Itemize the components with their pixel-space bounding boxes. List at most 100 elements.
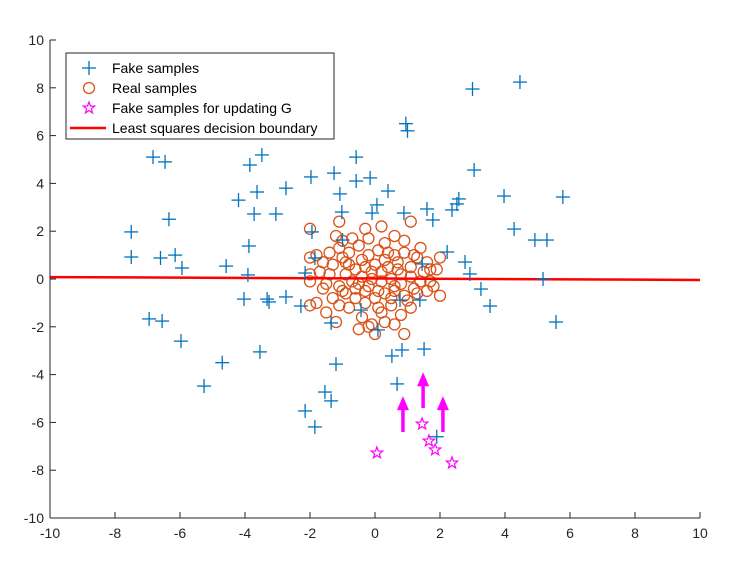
legend-label-boundary: Least squares decision boundary — [112, 120, 317, 136]
fake-sample-point — [240, 267, 255, 282]
fake-sample-point — [412, 293, 427, 308]
y-tick-label: 6 — [36, 128, 44, 144]
real-sample-point — [433, 251, 447, 264]
update-sample-star — [427, 442, 443, 457]
fake-sample-point — [298, 266, 313, 281]
real-sample-point — [372, 284, 385, 298]
real-sample-point — [329, 315, 343, 329]
update-sample-star — [414, 416, 430, 431]
fake-sample-point — [420, 201, 434, 216]
x-tick-label: -6 — [174, 525, 187, 541]
real-sample-point — [333, 299, 346, 312]
fake-sample-point — [219, 259, 234, 274]
real-sample-point — [388, 280, 401, 293]
fake-sample-point — [467, 163, 482, 178]
fake-sample-point — [393, 293, 408, 308]
fake-sample-point — [168, 248, 183, 263]
x-tick-label: 0 — [371, 525, 379, 541]
real-sample-point — [398, 234, 411, 247]
x-tick-label: 4 — [501, 525, 509, 541]
real-sample-point — [352, 239, 365, 252]
real-sample-point — [411, 287, 424, 300]
real-sample-point — [336, 251, 349, 264]
x-tick-label: -2 — [304, 525, 317, 541]
fake-sample-point — [215, 355, 230, 370]
real-sample-point — [333, 215, 346, 228]
y-tick-label: -8 — [32, 462, 45, 478]
fake-sample-point — [307, 419, 322, 434]
real-sample-point — [398, 327, 411, 341]
real-sample-point — [414, 241, 427, 255]
y-tick-label: -10 — [24, 510, 44, 526]
fake-sample-point — [429, 429, 444, 444]
real-sample-point — [323, 246, 336, 259]
y-tick-label: 0 — [36, 271, 44, 287]
legend-marker-star — [81, 100, 97, 115]
fake-sample-point — [262, 294, 277, 309]
y-tick-label: -4 — [32, 367, 45, 383]
fake-sample-point — [417, 342, 432, 357]
fake-sample-point — [278, 289, 293, 304]
real-sample-point — [404, 260, 417, 274]
fake-sample-point — [507, 222, 522, 237]
real-sample-point — [316, 282, 330, 295]
update-sample-star — [369, 445, 385, 460]
y-tick-label: 2 — [36, 223, 44, 239]
update-sample-star — [421, 433, 437, 448]
fake-sample-point — [354, 303, 369, 318]
fake-sample-point — [332, 186, 347, 201]
fake-sample-point — [536, 272, 551, 286]
fake-sample-point — [158, 154, 173, 169]
fake-sample-point — [465, 81, 480, 96]
legend-marker-fake — [82, 61, 96, 75]
decision-boundary-line — [49, 275, 701, 282]
x-tick-label: 6 — [566, 525, 574, 541]
fake-sample-point — [473, 282, 488, 297]
fake-sample-point — [462, 266, 477, 281]
real-sample-point — [329, 229, 343, 243]
fake-sample-point — [153, 250, 168, 265]
fake-sample-point — [369, 197, 384, 212]
fake-sample-point — [124, 224, 139, 239]
fake-sample-point — [396, 206, 411, 221]
real-sample-point — [407, 248, 421, 262]
fake-sample-point — [303, 169, 318, 184]
fake-sample-point — [555, 190, 570, 205]
fake-sample-point — [512, 75, 527, 90]
fake-sample-point — [440, 244, 455, 259]
fake-sample-point — [324, 315, 339, 330]
fake-sample-point — [390, 376, 405, 391]
update-direction-arrow — [396, 396, 409, 432]
real-sample-point — [362, 320, 375, 333]
fake-sample-point — [384, 348, 399, 363]
fake-sample-point — [174, 261, 189, 276]
y-tick-label: 8 — [36, 80, 44, 96]
fake-sample-point — [349, 150, 364, 165]
fake-sample-point — [365, 206, 380, 221]
update-direction-arrow — [417, 372, 430, 409]
fake-sample-point — [268, 206, 283, 221]
real-sample-point — [375, 220, 388, 233]
x-tick-label: -4 — [239, 525, 252, 541]
fake-sample-point — [307, 250, 322, 265]
fake-sample-point — [250, 185, 265, 200]
fake-sample-point — [304, 224, 319, 239]
fake-sample-point — [317, 385, 332, 400]
fake-sample-point — [161, 212, 176, 227]
fake-sample-point — [549, 315, 564, 330]
fake-sample-point — [527, 233, 542, 248]
real-sample-point — [346, 232, 359, 245]
x-tick-label: 10 — [692, 525, 708, 541]
real-sample-point — [391, 256, 404, 269]
real-sample-point — [310, 248, 323, 262]
fake-sample-point — [381, 184, 395, 199]
fake-sample-point — [252, 344, 267, 359]
fake-sample-point — [298, 403, 313, 418]
fake-sample-point — [237, 292, 252, 307]
fake-sample-point — [370, 322, 385, 337]
real-sample-point — [323, 268, 336, 281]
real-sample-point — [336, 284, 349, 298]
fake-sample-point — [293, 299, 308, 314]
y-tick-label: 10 — [28, 32, 44, 48]
